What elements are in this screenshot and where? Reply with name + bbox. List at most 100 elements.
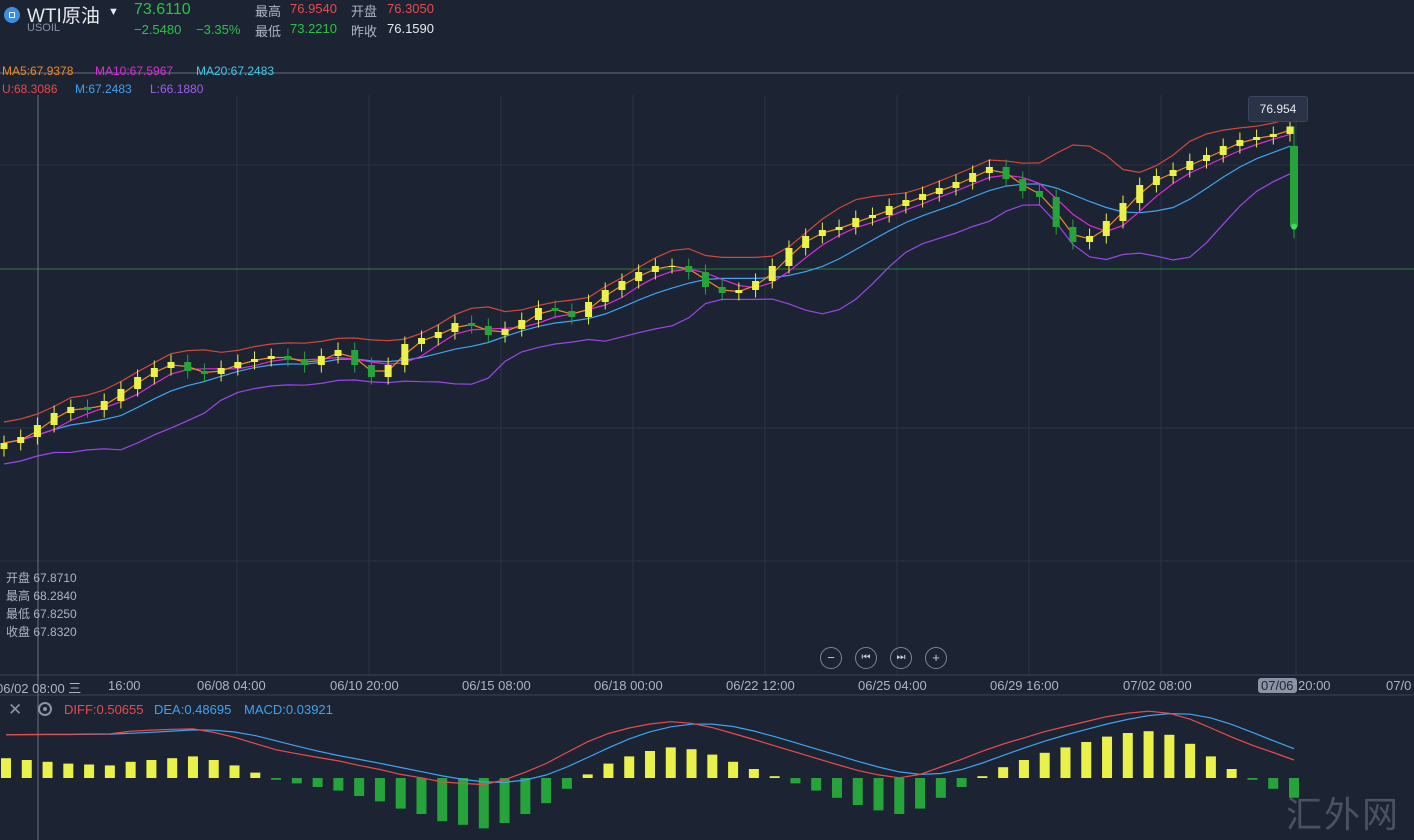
macd-bar: [499, 778, 510, 823]
macd-value-legend: MACD:0.03921: [244, 702, 333, 717]
candle-body: [1286, 126, 1294, 134]
high-value: 76.9540: [290, 1, 337, 16]
candle-body: [768, 266, 776, 281]
macd-bar: [1226, 769, 1237, 778]
candle-body: [1219, 146, 1227, 155]
low-label: 最低: [255, 24, 282, 39]
candle-body: [1253, 137, 1261, 140]
x-tick-label: 06/02 08:00 三: [0, 681, 82, 696]
macd-bar: [146, 760, 157, 778]
macd-bar: [187, 756, 198, 778]
boll-mid-legend: M:67.2483: [75, 82, 132, 96]
candle-body: [167, 362, 175, 368]
macd-bar: [1, 758, 11, 778]
candle-body: [0, 443, 8, 449]
macd-bar: [915, 778, 926, 809]
boll-upper-legend: U:68.3086: [2, 82, 58, 96]
macd-bar: [1143, 731, 1154, 778]
candle-body: [802, 236, 810, 248]
instrument-logo-icon: [4, 7, 20, 23]
skip-end-icon[interactable]: ⏭: [890, 647, 912, 669]
candle-body: [251, 359, 259, 362]
macd-bar: [395, 778, 406, 809]
x-tick-label: 07/02 08:00: [1123, 678, 1192, 693]
ma20-line: [3, 145, 1291, 444]
candle-body: [401, 344, 409, 365]
candle-body: [701, 272, 709, 287]
macd-bar: [1060, 747, 1071, 778]
candle-body: [17, 437, 25, 443]
minus-circle-icon[interactable]: −: [820, 647, 842, 669]
candle-body: [434, 332, 442, 338]
candle-body: [367, 365, 375, 377]
macd-bar: [84, 764, 95, 778]
symbol-name[interactable]: WTI原油: [27, 6, 100, 27]
macd-bar: [790, 778, 801, 784]
macd-bar: [873, 778, 884, 811]
macd-bar: [1102, 736, 1113, 778]
candle-body: [835, 227, 843, 230]
candle-body: [1069, 227, 1077, 242]
candle-body: [234, 362, 242, 368]
macd-bar: [1289, 778, 1299, 798]
boll-lower-legend: L:66.1880: [150, 82, 204, 96]
macd-diff-line: [5, 710, 1295, 786]
x-tick-label: 06/25 04:00: [858, 678, 927, 693]
macd-bar: [312, 778, 323, 787]
candle-body: [685, 266, 693, 272]
last-candle-body: [1290, 145, 1298, 227]
last-price-dot: [1291, 223, 1297, 230]
macd-bar: [291, 778, 302, 784]
candle-body: [100, 401, 108, 410]
x-tick-label: 20:00: [1298, 678, 1331, 693]
candle-body: [1236, 140, 1244, 146]
x-tick-label: 06/18 00:00: [594, 678, 663, 693]
macd-bar: [1268, 778, 1279, 789]
candle-body: [200, 371, 208, 374]
macd-diff-legend: DIFF:0.50655: [64, 702, 144, 717]
macd-bar: [748, 769, 759, 778]
macd-dea-line: [5, 712, 1295, 784]
settings-icon[interactable]: [38, 702, 52, 716]
open-label: 开盘: [351, 4, 378, 19]
candle-body: [451, 323, 459, 332]
candle-body: [668, 266, 676, 267]
candle-body: [902, 200, 910, 206]
chevron-down-icon[interactable]: ▼: [108, 6, 119, 18]
candle-body: [1102, 221, 1110, 236]
macd-bar: [1185, 743, 1196, 778]
macd-bar: [624, 756, 635, 778]
candle-body: [50, 413, 58, 425]
macd-bar: [416, 778, 427, 814]
x-tick-label: 06/15 08:00: [462, 678, 531, 693]
candle-body: [551, 308, 559, 311]
plus-circle-icon[interactable]: +: [925, 647, 947, 669]
macd-bar: [520, 778, 531, 814]
high-label: 最高: [255, 4, 282, 19]
candle-body: [1136, 185, 1144, 203]
close-icon[interactable]: ✕: [8, 700, 23, 719]
skip-start-icon[interactable]: ⏮: [855, 647, 877, 669]
low-value: 73.2210: [290, 21, 337, 36]
ma5-legend: MA5:67.9378: [2, 64, 74, 78]
candle-body: [969, 173, 977, 182]
macd-bar: [582, 774, 593, 778]
macd-bar: [852, 778, 863, 805]
macd-bar: [707, 754, 718, 778]
macd-bar: [665, 747, 676, 778]
macd-bar: [478, 778, 489, 829]
macd-bar: [354, 778, 365, 796]
candle-body: [501, 329, 509, 335]
candle-body: [84, 407, 92, 410]
macd-bar: [645, 751, 655, 778]
prev-close-value: 76.1590: [387, 21, 434, 36]
candle-body: [534, 308, 542, 320]
ma10-line: [3, 133, 1291, 444]
x-tick-label: 16:00: [108, 678, 141, 693]
macd-bar: [250, 772, 261, 778]
price-tooltip: 76.954: [1248, 96, 1308, 122]
candle-body: [267, 356, 275, 359]
macd-bar: [333, 778, 344, 791]
